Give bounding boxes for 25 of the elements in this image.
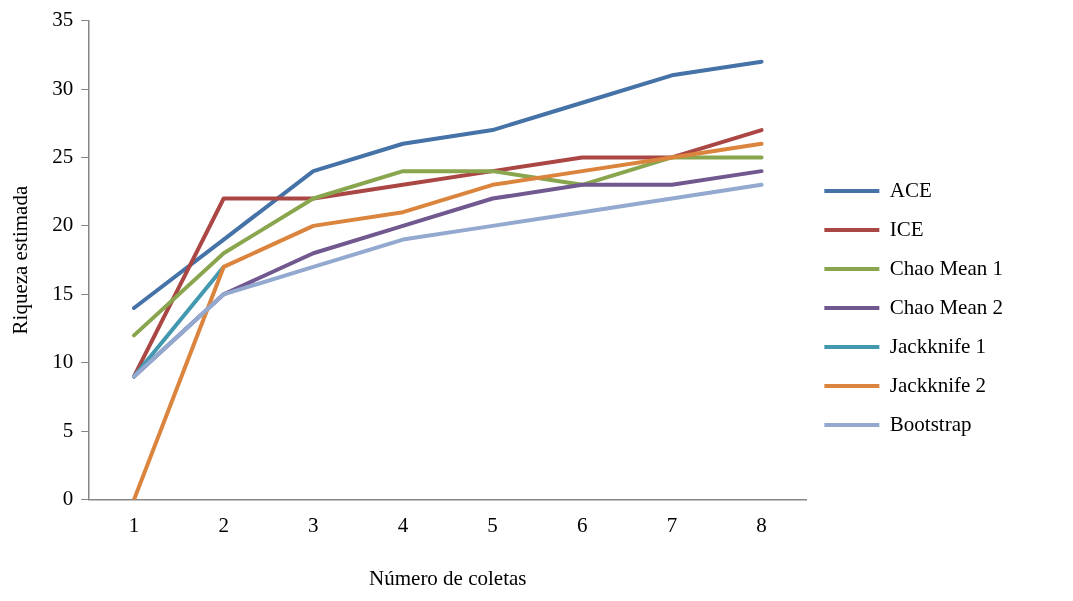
legend-label: Chao Mean 1	[889, 255, 1004, 280]
y-tick-label: 20	[52, 212, 74, 237]
y-axis-title: Riqueza estimada	[8, 185, 33, 335]
x-tick-label: 7	[666, 512, 678, 537]
legend-label: Jackknife 2	[889, 372, 987, 397]
legend-label: Jackknife 1	[889, 333, 987, 358]
x-tick-label: 1	[128, 512, 140, 537]
y-tick-label: 30	[52, 75, 74, 100]
y-tick-label: 5	[62, 417, 74, 442]
y-tick-label: 25	[52, 143, 74, 168]
legend-label: Chao Mean 2	[889, 294, 1004, 319]
x-tick-label: 2	[218, 512, 229, 537]
x-tick-label: 3	[308, 512, 319, 537]
y-tick-label: 10	[52, 349, 74, 374]
x-tick-label: 8	[756, 512, 767, 537]
x-tick-label: 6	[577, 512, 588, 537]
legend-label: Bootstrap	[889, 411, 972, 436]
legend-label: ICE	[889, 216, 924, 241]
legend-label: ACE	[889, 177, 932, 202]
y-tick-label: 0	[62, 486, 74, 511]
x-tick-label: 5	[487, 512, 498, 537]
x-tick-label: 4	[397, 512, 409, 537]
x-axis-title: Número de coletas	[369, 565, 527, 590]
y-tick-label: 15	[52, 280, 74, 305]
y-tick-label: 35	[52, 7, 74, 32]
